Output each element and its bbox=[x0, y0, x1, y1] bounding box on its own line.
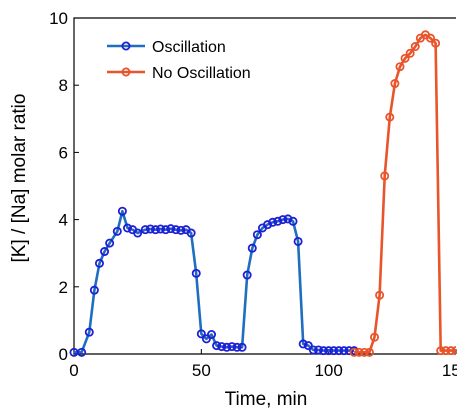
data-point bbox=[283, 214, 293, 224]
data-point bbox=[268, 217, 278, 227]
data-point bbox=[237, 342, 247, 352]
data-point bbox=[410, 42, 420, 52]
data-point bbox=[313, 345, 323, 355]
data-point bbox=[133, 228, 143, 238]
data-point bbox=[344, 346, 354, 356]
data-point bbox=[446, 346, 456, 356]
data-point bbox=[339, 346, 349, 356]
data-point bbox=[390, 79, 400, 89]
legend-marker bbox=[121, 67, 131, 77]
data-point bbox=[150, 225, 160, 235]
data-point bbox=[370, 332, 380, 342]
data-point bbox=[156, 224, 166, 234]
data-point bbox=[201, 334, 211, 344]
data-point bbox=[196, 329, 206, 339]
data-point bbox=[263, 220, 273, 230]
series-1 bbox=[349, 30, 456, 357]
series-layer bbox=[69, 30, 456, 357]
y-tick-label: 10 bbox=[49, 9, 68, 28]
y-tick-label: 8 bbox=[59, 76, 68, 95]
data-point bbox=[161, 225, 171, 235]
data-point bbox=[278, 215, 288, 225]
data-point bbox=[145, 224, 155, 234]
data-point bbox=[242, 270, 252, 280]
data-point bbox=[288, 216, 298, 226]
y-tick-label: 6 bbox=[59, 143, 68, 162]
x-tick-label: 150 bbox=[442, 361, 457, 380]
data-point bbox=[385, 112, 395, 122]
y-tick-label: 2 bbox=[59, 278, 68, 297]
data-point bbox=[319, 346, 329, 356]
data-point bbox=[359, 347, 369, 357]
x-tick-label: 0 bbox=[69, 361, 78, 380]
data-point bbox=[395, 62, 405, 72]
data-point bbox=[89, 285, 99, 295]
data-point bbox=[293, 236, 303, 246]
data-point bbox=[176, 225, 186, 235]
data-point bbox=[212, 341, 222, 351]
x-axis-label: Time, min bbox=[225, 389, 308, 410]
data-point bbox=[329, 346, 339, 356]
data-point bbox=[227, 342, 237, 352]
data-point bbox=[334, 346, 344, 356]
data-point bbox=[140, 225, 150, 235]
data-point bbox=[207, 330, 217, 340]
legend-marker bbox=[121, 41, 131, 51]
data-point bbox=[436, 346, 446, 356]
data-point bbox=[191, 268, 201, 278]
data-point bbox=[94, 258, 104, 268]
data-point bbox=[186, 228, 196, 238]
data-point bbox=[122, 223, 132, 233]
data-point bbox=[247, 243, 257, 253]
axes-frame bbox=[73, 17, 456, 355]
data-point bbox=[303, 341, 313, 351]
data-point bbox=[354, 347, 364, 357]
data-point bbox=[426, 33, 436, 43]
y-axis-label: [K] / [Na] molar ratio bbox=[9, 94, 30, 263]
legend: Oscillation No Oscillation bbox=[107, 39, 251, 82]
axis-ticks: 0246810050100150 bbox=[49, 9, 457, 380]
y-tick-label: 0 bbox=[59, 345, 68, 364]
legend-label: No Oscillation bbox=[152, 65, 251, 82]
data-point bbox=[324, 346, 334, 356]
data-point bbox=[380, 171, 390, 181]
data-point bbox=[166, 224, 176, 234]
series-0 bbox=[69, 206, 359, 357]
x-tick-label: 50 bbox=[192, 361, 211, 380]
data-point bbox=[84, 327, 94, 337]
data-point bbox=[222, 342, 232, 352]
data-point bbox=[112, 226, 122, 236]
data-point bbox=[252, 230, 262, 240]
data-point bbox=[441, 346, 451, 356]
data-point bbox=[273, 216, 283, 226]
series-line bbox=[354, 33, 456, 354]
data-point bbox=[105, 238, 115, 248]
data-point bbox=[117, 206, 127, 216]
data-point bbox=[232, 342, 242, 352]
data-point bbox=[308, 345, 318, 355]
x-tick-label: 100 bbox=[314, 361, 342, 380]
data-point bbox=[405, 48, 415, 58]
plot-area bbox=[73, 17, 456, 355]
data-point bbox=[375, 290, 385, 300]
data-point bbox=[451, 346, 456, 356]
data-point bbox=[217, 342, 227, 352]
data-point bbox=[431, 38, 441, 48]
data-point bbox=[298, 339, 308, 349]
y-tick-label: 4 bbox=[59, 211, 68, 230]
data-point bbox=[349, 347, 359, 357]
legend-label: Oscillation bbox=[152, 39, 226, 56]
data-point bbox=[364, 347, 374, 357]
data-point bbox=[77, 347, 87, 357]
data-point bbox=[171, 225, 181, 235]
data-point bbox=[100, 247, 110, 257]
data-point bbox=[400, 53, 410, 63]
